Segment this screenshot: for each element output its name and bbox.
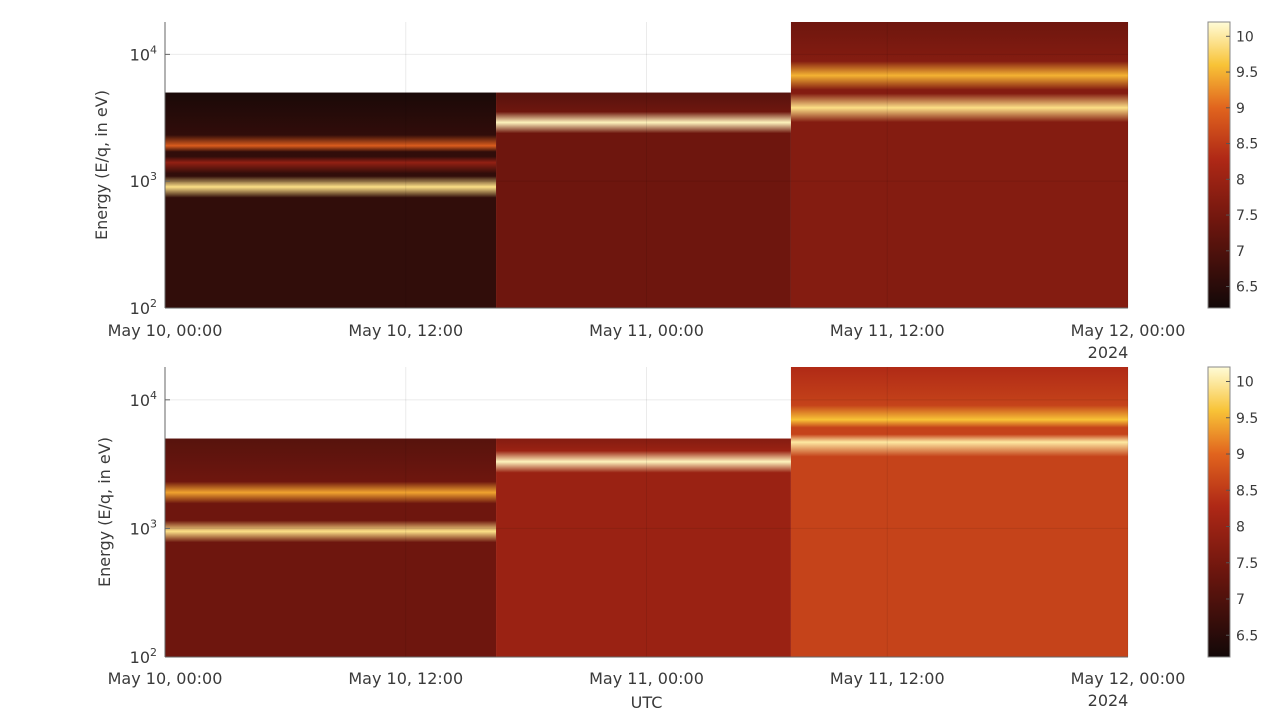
spectrogram-panel-2: 102 103 104 Energy (E/q, in eV) May 10, 00:0… [95, 366, 1258, 712]
spectrogram-segment [790, 22, 1128, 308]
colorbar-tick-label: 9 [1236, 447, 1245, 463]
colorbar-tick-label: 10 [1236, 375, 1254, 391]
x-tick-label: May 10, 00:00 [108, 321, 223, 340]
colorbar-tick-label: 7.5 [1236, 556, 1258, 572]
colorbar-tick-label: 8 [1236, 172, 1245, 188]
colorbar-tick-label: 7 [1236, 244, 1245, 260]
y-axis-label: Energy (E/q, in eV) [95, 437, 114, 587]
x-tick-label: May 11, 12:00 [830, 669, 945, 688]
colorbar-tick-label: 6.5 [1236, 628, 1258, 644]
colorbar-tick-label: 8.5 [1236, 137, 1258, 153]
spectrogram-segment [165, 438, 497, 657]
y-tick-label: 103 [130, 170, 157, 191]
x-tick-label: May 10, 00:00 [108, 669, 223, 688]
y-tick-label: 104 [130, 43, 157, 64]
x-tick-label: May 12, 00:00 [1071, 669, 1186, 688]
spectrogram-segment [790, 367, 1128, 657]
x-tick-label: May 11, 00:00 [589, 321, 704, 340]
x-year-label: 2024 [1088, 691, 1129, 710]
x-axis-label: UTC [631, 693, 663, 712]
colorbar-tick-label: 9.5 [1236, 411, 1258, 427]
colorbar-tick-label: 7.5 [1236, 208, 1258, 224]
y-tick-label: 104 [130, 389, 157, 410]
x-year-label: 2024 [1088, 343, 1129, 362]
colorbar-tick-label: 7 [1236, 592, 1245, 608]
colorbar [1207, 21, 1231, 309]
x-tick-label: May 10, 12:00 [348, 669, 463, 688]
colorbar-tick-label: 9 [1236, 101, 1245, 117]
y-tick-label: 102 [130, 646, 157, 667]
colorbar [1207, 366, 1231, 658]
x-tick-label: May 10, 12:00 [348, 321, 463, 340]
y-axis-label: Energy (E/q, in eV) [92, 90, 111, 240]
colorbar-tick-label: 8.5 [1236, 483, 1258, 499]
y-tick-label: 102 [130, 297, 157, 318]
colorbar-tick-label: 8 [1236, 520, 1245, 536]
colorbar-tick-label: 10 [1236, 29, 1254, 45]
x-tick-label: May 11, 00:00 [589, 669, 704, 688]
y-tick-label: 103 [130, 517, 157, 538]
spectrogram-panel-1: 102 103 104 Energy (E/q, in eV) May 10, 00:0… [92, 21, 1258, 362]
x-tick-label: May 12, 00:00 [1071, 321, 1186, 340]
spectrogram-segment [496, 92, 791, 309]
colorbar-tick-label: 9.5 [1236, 65, 1258, 81]
colorbar-tick-label: 6.5 [1236, 280, 1258, 296]
spectrogram-segment [165, 92, 497, 309]
spectrogram-segment [496, 438, 791, 657]
x-tick-label: May 11, 12:00 [830, 321, 945, 340]
